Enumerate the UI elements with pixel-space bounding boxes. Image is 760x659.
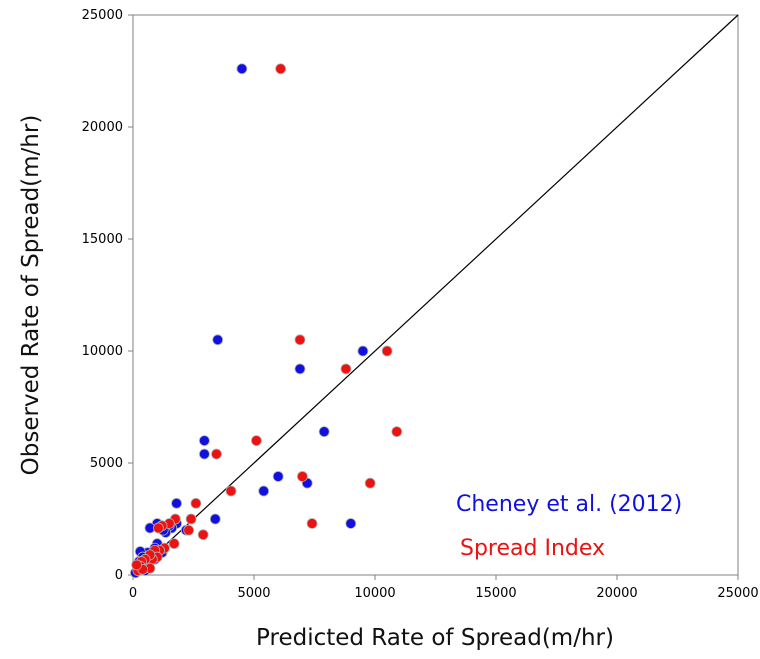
data-point xyxy=(185,513,197,525)
data-point xyxy=(251,435,262,447)
data-point xyxy=(198,448,210,460)
data-point xyxy=(340,363,352,375)
data-points xyxy=(130,63,403,579)
data-point xyxy=(212,334,224,346)
y-axis-ticks: 0 5000 10000 15000 20000 25000 xyxy=(82,8,133,583)
y-axis-title: Observed Rate of Spread(m/hr) xyxy=(18,115,44,476)
data-point xyxy=(364,477,376,489)
series-1 xyxy=(131,63,403,576)
x-tick-label: 25000 xyxy=(717,586,758,601)
data-point xyxy=(225,485,237,497)
legend-entry-cheney: Cheney et al. (2012) xyxy=(456,492,682,517)
x-tick-label: 0 xyxy=(129,586,137,601)
data-point xyxy=(391,426,403,438)
reference-line xyxy=(132,14,739,576)
data-point xyxy=(198,435,210,447)
y-tick-label: 20000 xyxy=(82,120,123,135)
data-point xyxy=(183,524,195,536)
data-point xyxy=(211,448,222,460)
data-point xyxy=(294,334,306,346)
x-tick-label: 15000 xyxy=(475,586,516,601)
x-tick-label: 5000 xyxy=(237,586,270,601)
x-tick-label: 10000 xyxy=(354,586,395,601)
data-point xyxy=(131,559,143,571)
data-point xyxy=(381,345,393,357)
data-point xyxy=(294,363,306,375)
data-point xyxy=(236,63,248,75)
y-tick-label: 5000 xyxy=(90,456,123,471)
y-tick-label: 25000 xyxy=(82,8,123,23)
x-axis-title: Predicted Rate of Spread(m/hr) xyxy=(256,625,614,651)
data-point xyxy=(197,529,209,541)
data-point xyxy=(275,63,287,75)
data-point xyxy=(168,538,180,550)
data-point xyxy=(318,426,330,438)
data-point xyxy=(272,471,284,482)
data-point xyxy=(296,471,308,482)
x-tick-label: 20000 xyxy=(596,586,637,601)
y-tick-label: 0 xyxy=(115,568,123,583)
y-tick-label: 10000 xyxy=(82,344,123,359)
plot-frame xyxy=(132,14,739,576)
data-point xyxy=(258,485,270,497)
legend-entry-spread-index: Spread Index xyxy=(460,536,605,561)
data-point xyxy=(190,497,202,509)
data-point xyxy=(345,518,357,529)
data-point xyxy=(209,513,221,525)
legend: Cheney et al. (2012) Spread Index xyxy=(456,492,682,561)
y-tick-label: 15000 xyxy=(82,232,123,247)
plot-area: 0 5000 10000 15000 20000 25000 0 5000 10000 1500… xyxy=(82,8,759,601)
series-0 xyxy=(130,63,369,579)
data-point xyxy=(171,497,182,509)
x-axis-ticks: 0 5000 10000 15000 20000 25000 xyxy=(129,575,759,601)
data-point xyxy=(306,518,318,529)
data-point xyxy=(357,345,369,357)
data-point xyxy=(153,522,164,534)
